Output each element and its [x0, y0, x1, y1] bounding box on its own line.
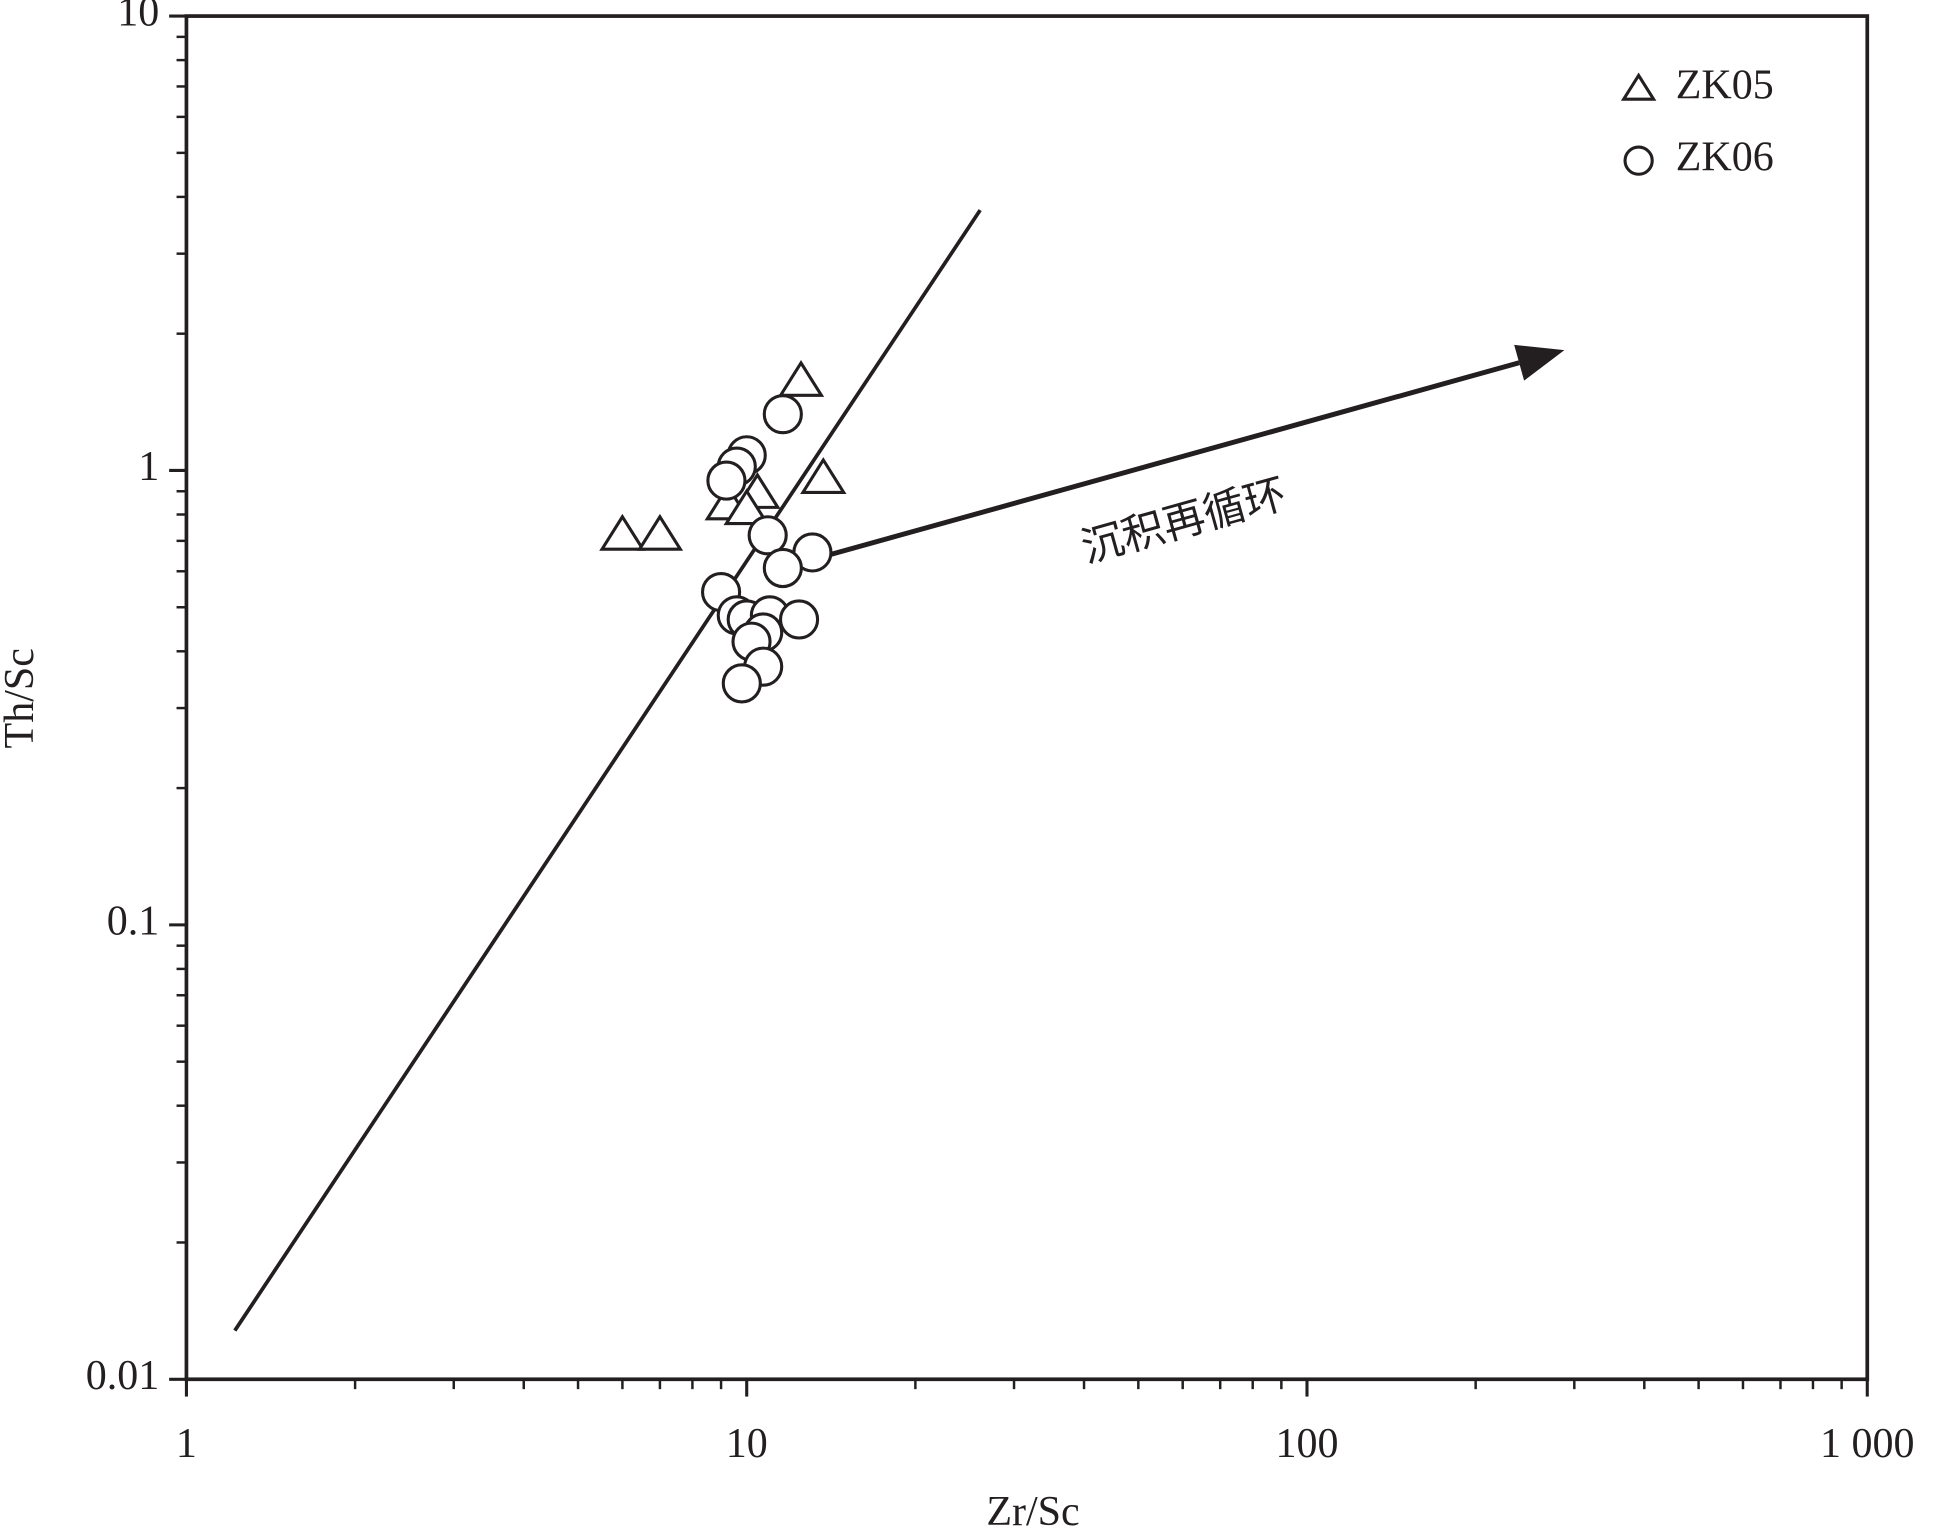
legend-label: ZK06	[1676, 134, 1774, 180]
reference-line	[233, 209, 982, 1332]
circle-marker	[721, 663, 762, 704]
triangle-marker	[1620, 72, 1657, 101]
plot-frame	[184, 14, 1870, 1382]
circle-marker	[762, 547, 803, 589]
circle-marker	[706, 460, 747, 501]
circle-marker	[747, 515, 788, 556]
y-tick-label: 1	[138, 444, 159, 490]
x-tick-label: 10	[726, 1421, 768, 1467]
arrow-shaft	[815, 360, 1520, 561]
x-axis-label: Zr/Sc	[986, 1489, 1079, 1535]
arrow-head	[1514, 344, 1565, 381]
circle-marker	[762, 394, 803, 435]
x-tick-label: 1	[176, 1421, 197, 1467]
x-tick-label: 1 000	[1820, 1421, 1915, 1467]
triangle-marker	[599, 513, 646, 551]
y-axis-label: Th/Sc	[0, 648, 43, 748]
triangle-marker	[636, 513, 684, 551]
y-tick-label: 0.1	[107, 899, 160, 945]
y-tick-label: 0.01	[86, 1353, 160, 1399]
triangle-marker	[723, 488, 770, 526]
triangle-marker	[800, 457, 847, 494]
x-tick-label: 100	[1275, 1421, 1338, 1467]
circle-marker	[1623, 145, 1654, 176]
circle-marker	[778, 599, 820, 640]
triangle-marker	[777, 360, 825, 397]
y-tick-label: 10	[117, 0, 159, 36]
legend-label: ZK05	[1676, 63, 1774, 109]
arrow-label: 沉积再循环	[1077, 472, 1292, 573]
